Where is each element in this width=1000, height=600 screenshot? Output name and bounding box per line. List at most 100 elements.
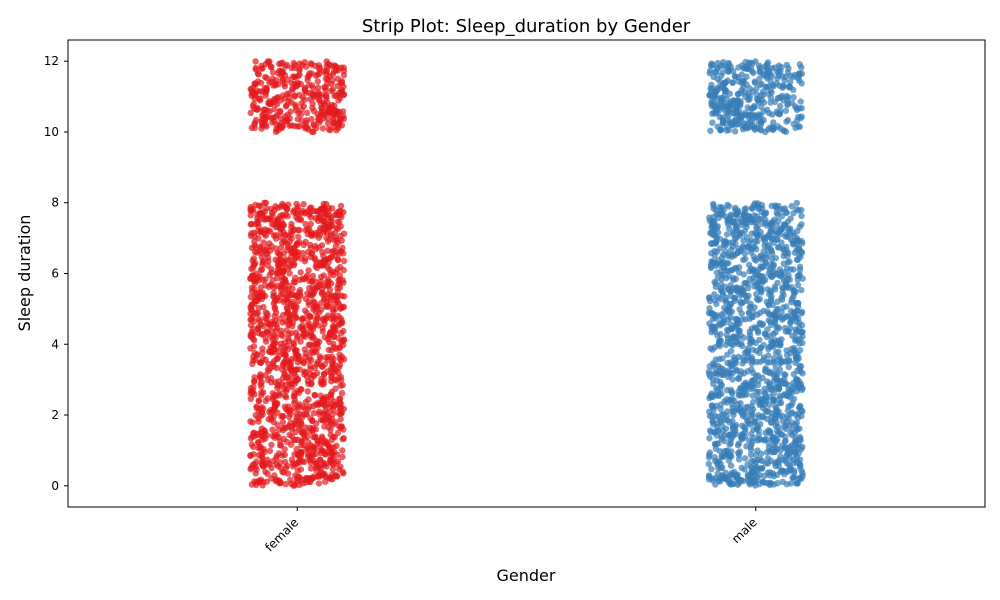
- data-point-female: [314, 303, 321, 311]
- data-point-male: [747, 451, 755, 458]
- data-point-male: [748, 468, 756, 476]
- data-point-female: [257, 88, 264, 95]
- data-point-male: [737, 400, 744, 407]
- data-point-male: [765, 270, 773, 278]
- data-point-male: [727, 292, 734, 300]
- data-point-female: [264, 395, 271, 402]
- data-point-male: [728, 120, 735, 127]
- data-point-female: [305, 357, 312, 364]
- data-point-male: [765, 317, 772, 324]
- data-point-female: [276, 67, 283, 75]
- data-point-male: [757, 456, 764, 463]
- data-point-female: [295, 233, 302, 241]
- data-point-male: [715, 464, 722, 472]
- data-point-male: [779, 84, 786, 91]
- data-point-male: [737, 248, 744, 255]
- data-point-female: [329, 466, 337, 473]
- chart-title: Strip Plot: Sleep_duration by Gender: [362, 16, 691, 37]
- data-point-female: [281, 339, 289, 346]
- data-point-female: [329, 361, 336, 368]
- data-point-female: [307, 214, 315, 221]
- data-point-male: [753, 324, 760, 332]
- data-point-female: [315, 309, 323, 316]
- data-point-male: [706, 412, 714, 420]
- data-point-female: [296, 226, 303, 234]
- data-point-female: [263, 123, 270, 130]
- data-point-female: [262, 276, 269, 283]
- data-point-male: [727, 440, 734, 447]
- data-point-male: [778, 239, 785, 246]
- data-point-male: [780, 418, 787, 425]
- data-point-female: [325, 424, 333, 431]
- data-point-female: [286, 431, 293, 438]
- data-point-female: [281, 80, 288, 88]
- data-point-male: [729, 79, 736, 87]
- data-point-female: [257, 412, 264, 420]
- data-point-male: [725, 59, 732, 67]
- data-point-female: [305, 267, 312, 274]
- data-point-female: [283, 387, 290, 395]
- data-point-female: [283, 327, 290, 334]
- data-point-male: [717, 104, 724, 111]
- data-point-female: [265, 367, 273, 374]
- data-point-male: [798, 64, 805, 71]
- y-tick-label: 10: [44, 125, 59, 139]
- data-point-male: [743, 295, 751, 302]
- data-point-male: [745, 65, 752, 73]
- data-point-female: [303, 109, 311, 117]
- data-point-male: [721, 304, 728, 312]
- data-point-female: [324, 409, 331, 417]
- data-point-female: [282, 480, 289, 488]
- y-tick-label: 8: [51, 196, 59, 210]
- data-point-male: [731, 235, 739, 242]
- data-point-female: [316, 213, 323, 220]
- data-point-male: [776, 456, 783, 464]
- data-point-male: [738, 431, 746, 438]
- data-point-male: [720, 315, 727, 323]
- data-point-male: [718, 275, 725, 283]
- data-point-female: [286, 407, 293, 414]
- data-point-male: [718, 260, 725, 267]
- data-point-female: [271, 207, 278, 214]
- data-point-female: [275, 81, 282, 88]
- data-point-female: [260, 389, 267, 396]
- data-point-male: [713, 248, 721, 255]
- data-point-male: [717, 416, 724, 423]
- data-point-male: [749, 438, 756, 445]
- data-point-female: [323, 221, 330, 228]
- data-point-female: [254, 70, 262, 77]
- data-point-male: [773, 203, 780, 211]
- data-point-female: [293, 314, 300, 322]
- data-point-male: [781, 438, 789, 445]
- data-point-female: [329, 86, 336, 93]
- data-point-male: [796, 271, 803, 278]
- data-point-female: [330, 403, 337, 410]
- data-point-female: [330, 356, 337, 363]
- data-point-female: [317, 416, 325, 424]
- data-point-female: [328, 280, 335, 287]
- data-point-female: [262, 314, 269, 322]
- data-point-male: [732, 73, 739, 80]
- data-point-male: [787, 313, 794, 321]
- data-point-female: [316, 338, 323, 345]
- data-point-female: [307, 253, 315, 261]
- data-point-male: [705, 472, 713, 479]
- data-point-female: [259, 349, 266, 356]
- data-point-male: [751, 238, 759, 245]
- data-point-female: [310, 403, 317, 410]
- data-point-male: [755, 111, 762, 118]
- data-point-female: [291, 397, 299, 404]
- data-point-female: [315, 464, 322, 471]
- data-point-male: [755, 412, 762, 419]
- data-point-female: [331, 229, 339, 237]
- data-point-male: [745, 59, 753, 67]
- data-point-male: [789, 419, 796, 426]
- data-point-female: [271, 472, 278, 479]
- data-point-female: [339, 453, 346, 461]
- data-point-female: [291, 309, 298, 317]
- data-point-male: [768, 89, 775, 96]
- data-point-female: [317, 379, 324, 386]
- data-point-male: [789, 474, 796, 481]
- data-point-male: [741, 213, 748, 220]
